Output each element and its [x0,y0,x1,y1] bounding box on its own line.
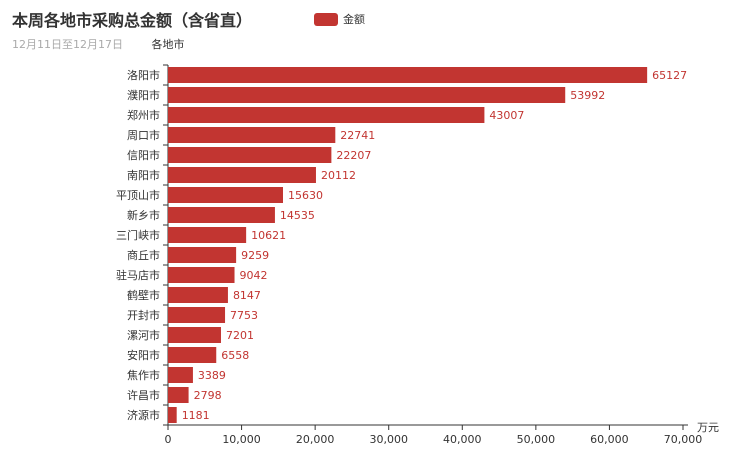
y-tick-label: 济源市 [127,408,160,422]
chart-subtitle: 12月11日至12月17日 [12,38,123,51]
data-label: 9042 [240,269,268,282]
bar [168,267,235,283]
y-tick-label: 南阳市 [127,168,160,182]
bar [168,127,336,143]
data-label: 22207 [336,149,371,162]
bar [168,147,332,163]
data-label: 2798 [194,389,222,402]
data-label: 14535 [280,209,315,222]
y-tick-label: 新乡市 [127,208,160,222]
bar [168,107,485,123]
y-tick-label: 漯河市 [127,328,160,342]
x-tick-label: 20,000 [296,433,335,446]
data-label: 20112 [321,169,356,182]
y-tick-label: 周口市 [127,128,160,142]
bar [168,307,226,323]
data-label: 22741 [340,129,375,142]
bar [168,407,177,423]
y-tick-label: 驻马店市 [116,268,160,282]
bar [168,327,221,343]
data-label: 53992 [570,89,605,102]
data-label: 7753 [230,309,258,322]
data-label: 3389 [198,369,226,382]
y-tick-label: 开封市 [127,308,160,322]
y-tick-label: 平顶山市 [116,188,160,202]
y-tick-label: 鹤壁市 [127,288,160,302]
data-label: 15630 [288,189,323,202]
x-tick-label: 0 [165,433,172,446]
data-label: 9259 [241,249,269,262]
data-label: 43007 [489,109,524,122]
y-tick-label: 安阳市 [127,348,160,362]
x-tick-label: 70,000 [664,433,703,446]
data-label: 1181 [182,409,210,422]
data-label: 7201 [226,329,254,342]
bar [168,387,189,403]
y-tick-label: 焦作市 [127,368,160,382]
bar [168,67,648,83]
legend-swatch [314,12,338,26]
bar [168,247,237,263]
bar [168,167,316,183]
x-tick-label: 50,000 [517,433,556,446]
y-tick-label: 濮阳市 [127,88,160,102]
legend-label: 金额 [343,13,365,26]
x-tick-label: 10,000 [222,433,261,446]
bar [168,367,193,383]
bar [168,227,247,243]
legend-item[interactable]: 金额 [314,11,365,27]
data-label: 6558 [221,349,249,362]
chart-title: 本周各地市采购总金额（含省直） [12,11,253,30]
bar [168,347,217,363]
y-axis-title: 各地市 [152,37,185,51]
y-tick-label: 商丘市 [127,248,160,262]
data-label: 10621 [251,229,286,242]
data-label: 65127 [652,69,687,82]
bar [168,187,283,203]
x-tick-label: 40,000 [443,433,482,446]
bar [168,287,228,303]
data-label: 8147 [233,289,261,302]
bar [168,87,566,103]
x-tick-label: 30,000 [369,433,408,446]
x-tick-label: 60,000 [590,433,629,446]
y-tick-label: 洛阳市 [127,68,160,82]
bar [168,207,275,223]
y-tick-label: 郑州市 [127,108,160,122]
x-axis-title: 万元 [697,421,719,434]
y-tick-label: 三门峡市 [116,228,160,242]
y-tick-label: 许昌市 [127,388,160,402]
y-tick-label: 信阳市 [127,148,160,162]
